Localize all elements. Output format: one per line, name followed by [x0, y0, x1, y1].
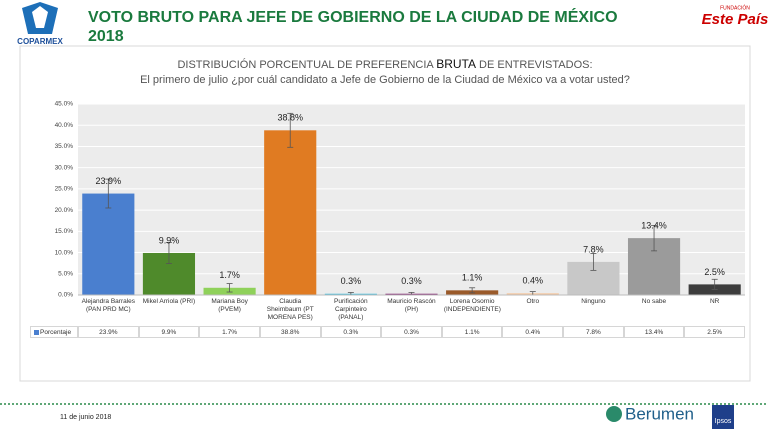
table-cell: 0.3%	[320, 326, 382, 338]
y-tick-label: 45.0%	[55, 101, 74, 108]
data-label: 0.3%	[401, 276, 422, 286]
page-title: VOTO BRUTO PARA JEFE DE GOBIERNO DE LA C…	[88, 9, 618, 45]
x-tick-label: Mariana Boy (PVEM)	[211, 298, 248, 313]
left-logo: COPARMEX	[17, 37, 63, 46]
y-tick-label: 30.0%	[55, 164, 74, 171]
legend-label: Porcentaje	[40, 329, 72, 336]
x-tick-label: Claudia Sheimbaum (PT MORENA PES)	[266, 298, 314, 321]
x-tick-label: Mauricio Rascón (PH)	[387, 298, 436, 313]
right-logo: Este País	[702, 11, 768, 28]
x-tick-label: NR	[709, 298, 720, 305]
table-cell: 0.4%	[502, 326, 564, 338]
table-cell: 1.1%	[441, 326, 503, 338]
table-cell: 2.5%	[684, 326, 745, 338]
y-tick-label: 10.0%	[55, 249, 74, 256]
y-tick-label: 0.0%	[58, 292, 73, 299]
y-tick-label: 15.0%	[55, 228, 74, 235]
x-tick-label: Lorena Osornio (INDEPENDIENTE)	[443, 298, 501, 313]
y-tick-label: 35.0%	[55, 143, 74, 150]
table-cell: 0.3%	[381, 326, 442, 338]
data-label: 13.4%	[641, 220, 667, 230]
right-logo-top: FUNDACIÓN	[720, 4, 750, 11]
legend-swatch	[34, 330, 39, 335]
data-label: 9.9%	[159, 235, 180, 245]
data-label: 7.8%	[583, 244, 604, 254]
data-label: 1.1%	[462, 273, 483, 283]
subtitle-part: DE ENTREVISTADOS:	[479, 59, 593, 71]
data-label: 23.9%	[96, 176, 122, 186]
y-tick-label: 25.0%	[55, 186, 74, 193]
x-tick-label: No sabe	[641, 298, 667, 305]
subtitle-part: DISTRIBUCIÓN PORCENTUAL DE PREFERENCIA	[177, 59, 434, 71]
bar	[264, 130, 317, 295]
data-label: 38.8%	[277, 113, 303, 123]
y-tick-label: 40.0%	[55, 122, 74, 129]
x-tick-label: Purificación Carpinteiro (PANAL)	[334, 298, 368, 321]
x-tick-label: Mikel Arriola (PRI)	[142, 298, 196, 305]
x-tick-label: Otro	[526, 298, 540, 305]
ipsos-box	[712, 405, 734, 429]
x-tick-label: Alejandra Barrales (PAN PRD MC)	[81, 298, 136, 313]
berumen-icon	[606, 406, 622, 422]
table-cell: 1.7%	[199, 326, 260, 338]
data-label: 1.7%	[219, 270, 240, 280]
table-cell: 7.8%	[563, 326, 624, 338]
table-cell: 23.9%	[78, 326, 139, 338]
chart-question: El primero de julio ¿por cuál candidato …	[140, 74, 630, 86]
footer-date: 11 de junio 2018	[60, 414, 111, 421]
x-tick-label: Ninguno	[581, 298, 606, 305]
table-legend-cell: Porcentaje	[30, 326, 78, 338]
bar	[82, 193, 135, 295]
ipsos-logo: Ipsos	[715, 418, 732, 425]
data-label: 2.5%	[704, 267, 725, 277]
table-cell: 13.4%	[623, 326, 685, 338]
y-tick-label: 20.0%	[55, 207, 74, 214]
table-cell: 38.8%	[259, 326, 321, 338]
chart-subtitle: DISTRIBUCIÓN PORCENTUAL DE PREFERENCIA B…	[20, 57, 750, 71]
data-label: 0.3%	[341, 276, 362, 286]
logo-shape	[32, 6, 48, 28]
y-tick-label: 5.0%	[58, 270, 73, 277]
subtitle-emphasis: BRUTA	[436, 57, 476, 71]
table-cell: 9.9%	[138, 326, 200, 338]
data-label: 0.4%	[523, 276, 544, 286]
berumen-logo: Berumen	[625, 404, 694, 423]
